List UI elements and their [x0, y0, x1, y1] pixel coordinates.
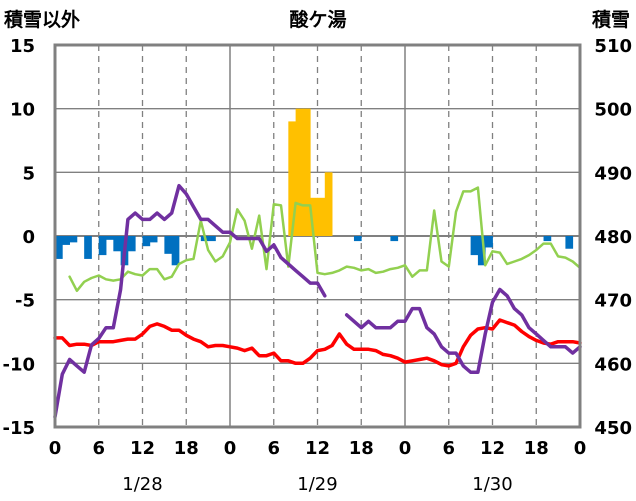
x-tick: 6 — [92, 438, 105, 459]
snow-change-bar — [470, 236, 479, 256]
left-y-tick-labels: 15 10 5 0 -5 -10 -15 — [2, 36, 35, 439]
left-y-tick: -5 — [15, 291, 35, 312]
snow-change-bar — [543, 236, 552, 242]
date-labels: 1/28 1/29 1/30 — [122, 474, 512, 495]
snow-change-bar — [62, 236, 70, 245]
left-y-tick: 5 — [22, 163, 35, 184]
snow-change-bar — [565, 236, 574, 249]
left-axis-label: 積雪以外 — [4, 8, 80, 31]
left-y-tick: 0 — [22, 227, 35, 248]
snow-change-bar — [142, 236, 151, 247]
snow-change-bar — [485, 236, 493, 248]
snow-change-bar — [171, 236, 180, 266]
line-layer — [53, 183, 582, 419]
snow-change-bar — [149, 236, 158, 243]
right-y-tick: 460 — [594, 354, 632, 375]
date-label: 1/28 — [122, 474, 162, 495]
right-y-tick: 470 — [594, 291, 632, 312]
date-label: 1/29 — [297, 474, 337, 495]
snow-change-bar — [208, 236, 216, 242]
humidity-line — [68, 186, 582, 293]
x-tick: 18 — [524, 438, 549, 459]
snow-depth-line — [344, 287, 582, 374]
x-tick: 12 — [130, 438, 155, 459]
x-tick: 18 — [349, 438, 374, 459]
snow-change-bar — [84, 236, 92, 259]
right-y-tick-labels: 510 500 490 480 470 460 450 — [594, 36, 632, 439]
snow-change-bar — [477, 236, 486, 266]
left-y-tick: 15 — [10, 36, 35, 57]
snowfall-bar — [324, 172, 333, 236]
right-y-tick: 480 — [594, 227, 632, 248]
x-tick-labels: 0 6 12 18 0 6 12 18 0 6 12 18 0 — [49, 438, 587, 459]
snowfall-bar — [317, 197, 326, 236]
date-label: 1/30 — [472, 474, 512, 495]
left-y-tick: -15 — [2, 418, 35, 439]
snow-change-bar — [113, 236, 122, 252]
snow-change-bar — [55, 236, 63, 259]
snow-change-bar — [127, 236, 136, 252]
left-y-tick: 10 — [10, 100, 35, 121]
snow-change-bar — [69, 236, 78, 243]
snow-change-bar — [353, 236, 362, 242]
right-y-tick: 450 — [594, 418, 632, 439]
snowfall-bar — [295, 108, 304, 236]
right-y-tick: 510 — [594, 36, 632, 57]
right-axis-label: 積雪 — [592, 8, 630, 31]
chart-title: 酸ケ湯 — [289, 8, 346, 31]
right-y-tick: 490 — [594, 163, 632, 184]
x-tick: 12 — [480, 438, 505, 459]
snowfall-bar — [310, 197, 318, 236]
x-tick: 0 — [574, 438, 587, 459]
snow-change-bar — [106, 236, 114, 240]
x-tick: 12 — [305, 438, 330, 459]
x-tick: 0 — [224, 438, 237, 459]
snow-depth-line — [53, 183, 327, 419]
snow-change-bar — [390, 236, 399, 242]
snow-change-bar — [164, 236, 173, 254]
x-tick: 6 — [442, 438, 455, 459]
left-y-tick: -10 — [2, 354, 35, 375]
plot-frame — [53, 43, 582, 429]
x-tick: 0 — [399, 438, 412, 459]
right-y-tick: 500 — [594, 100, 632, 121]
x-tick: 6 — [267, 438, 280, 459]
snowfall-bar — [302, 108, 311, 236]
temperature-line — [53, 318, 582, 368]
x-tick: 0 — [49, 438, 62, 459]
snow-change-bar — [98, 236, 107, 256]
x-tick: 18 — [174, 438, 199, 459]
snowfall-bar — [288, 121, 297, 236]
